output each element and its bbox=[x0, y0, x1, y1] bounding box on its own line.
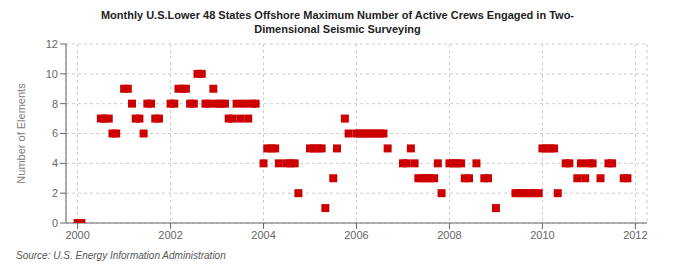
svg-text:2: 2 bbox=[52, 187, 58, 199]
html-text:Dimensional Seismic Surveying: Dimensional Seismic Surveying bbox=[254, 23, 421, 35]
svg-text:4: 4 bbox=[52, 157, 58, 169]
svg-text:8: 8 bbox=[52, 98, 58, 110]
svg-text:2012: 2012 bbox=[623, 229, 647, 241]
svg-text:12: 12 bbox=[46, 38, 58, 50]
svg-text:0: 0 bbox=[52, 217, 58, 229]
html-text:Source: U.S. Energy Informatio: Source: U.S. Energy Information Administ… bbox=[16, 250, 226, 261]
svg-text:2010: 2010 bbox=[530, 229, 554, 241]
svg-text:2004: 2004 bbox=[251, 229, 275, 241]
svg-text:10: 10 bbox=[46, 68, 58, 80]
svg-text:2008: 2008 bbox=[437, 229, 461, 241]
svg-text:Number of Elements: Number of Elements bbox=[15, 83, 27, 184]
svg-text:6: 6 bbox=[52, 127, 58, 139]
html-text:Monthly U.S.Lower 48 States Of: Monthly U.S.Lower 48 States Offshore Max… bbox=[101, 9, 574, 21]
svg-text:2006: 2006 bbox=[344, 229, 368, 241]
svg-text:2002: 2002 bbox=[158, 229, 182, 241]
svg-text:2000: 2000 bbox=[65, 229, 89, 241]
